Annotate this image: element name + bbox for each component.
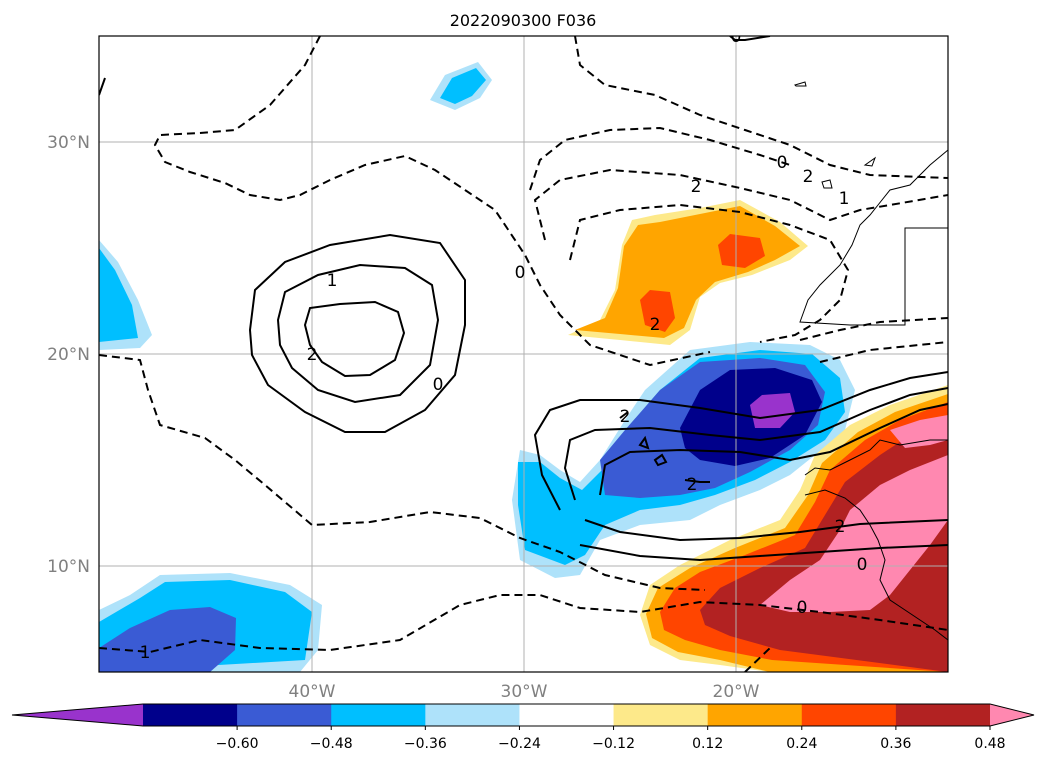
latitude-tick-labels: 30°N 20°N 10°N <box>47 133 90 577</box>
contour-label: 0 <box>515 263 526 283</box>
colorbar-bin <box>519 704 615 726</box>
colorbar-tick-label: 0.48 <box>974 736 1005 752</box>
contour-label: 2 <box>691 177 702 197</box>
colorbar-bin <box>331 704 426 726</box>
contour-label: 0 <box>857 555 868 575</box>
colorbar-tick-label: 0.36 <box>880 736 911 752</box>
contour-label: 2 <box>307 345 318 365</box>
colorbar-bin <box>237 704 332 726</box>
contour-low-3 <box>599 403 948 496</box>
contour-low-outer <box>533 371 948 511</box>
contour-label: 1 <box>839 189 850 209</box>
contour-trough-a <box>584 519 948 542</box>
colorbar-bin <box>613 704 709 726</box>
colorbar-bin <box>895 704 991 726</box>
lon-tick-label: 30°W <box>501 682 548 702</box>
colorbar-bin <box>801 704 897 726</box>
contour-trough-b <box>579 544 948 562</box>
contour-label: 0 <box>777 153 788 173</box>
contour-inner-high <box>303 300 406 378</box>
lat-tick-label: 30°N <box>47 133 90 153</box>
colorbar-frame <box>11 703 1035 727</box>
colorbar-tick-label: −0.60 <box>216 736 259 752</box>
colorbar-bin <box>143 704 238 726</box>
dashed-contours <box>99 36 948 672</box>
contour-label: 1 <box>140 643 151 663</box>
contour-label: 2 <box>620 407 631 427</box>
colorbar-tick-label: −0.12 <box>592 736 635 752</box>
contour-label: 2 <box>803 167 814 187</box>
contour-outer-high <box>248 233 466 433</box>
colorbar-tick-label: −0.48 <box>310 736 353 752</box>
gridlines <box>99 36 948 672</box>
shaded-anomalies <box>99 62 948 672</box>
map-title: 2022090300 F036 <box>450 11 597 30</box>
contour-label: 0 <box>433 375 444 395</box>
coastlines <box>794 81 948 641</box>
longitude-tick-labels: 40°W 30°W 20°W <box>289 682 760 702</box>
lat-tick-label: 10°N <box>47 557 90 577</box>
colorbar-tick-label: 0.12 <box>692 736 723 752</box>
contour-label: 0 <box>797 598 808 618</box>
contour-middle-high <box>276 263 440 404</box>
colorbar-extend-low <box>12 704 143 726</box>
colorbar: −0.60 −0.48 −0.36 −0.24 −0.12 0.12 0.24 0.36 0.4… <box>11 703 1035 752</box>
plot-area: 1 2 0 0 2 1 0 2 2 2 0 0 1 2 0 2 <box>99 27 948 672</box>
colorbar-extend-high <box>990 704 1034 726</box>
contour-label: 2 <box>650 315 661 335</box>
colorbar-bin <box>425 704 520 726</box>
contour-label: 2 <box>835 517 846 537</box>
lat-tick-label: 20°N <box>47 345 90 365</box>
lon-tick-label: 40°W <box>289 682 336 702</box>
contour-label: 2 <box>687 475 698 495</box>
map-frame <box>98 35 949 673</box>
colorbar-tick-label: −0.36 <box>404 736 447 752</box>
colorbar-bin <box>707 704 803 726</box>
contour-label: 1 <box>327 271 338 291</box>
colorbar-tick-label: 0.24 <box>786 736 817 752</box>
solid-contours <box>99 36 948 562</box>
contour-low-2 <box>563 387 948 501</box>
lon-tick-label: 20°W <box>713 682 760 702</box>
contour-label: 0 <box>731 27 742 47</box>
colorbar-tick-label: −0.24 <box>498 736 541 752</box>
contour-labels: 1 2 0 0 2 1 0 2 2 2 0 0 1 2 0 2 <box>140 27 868 663</box>
